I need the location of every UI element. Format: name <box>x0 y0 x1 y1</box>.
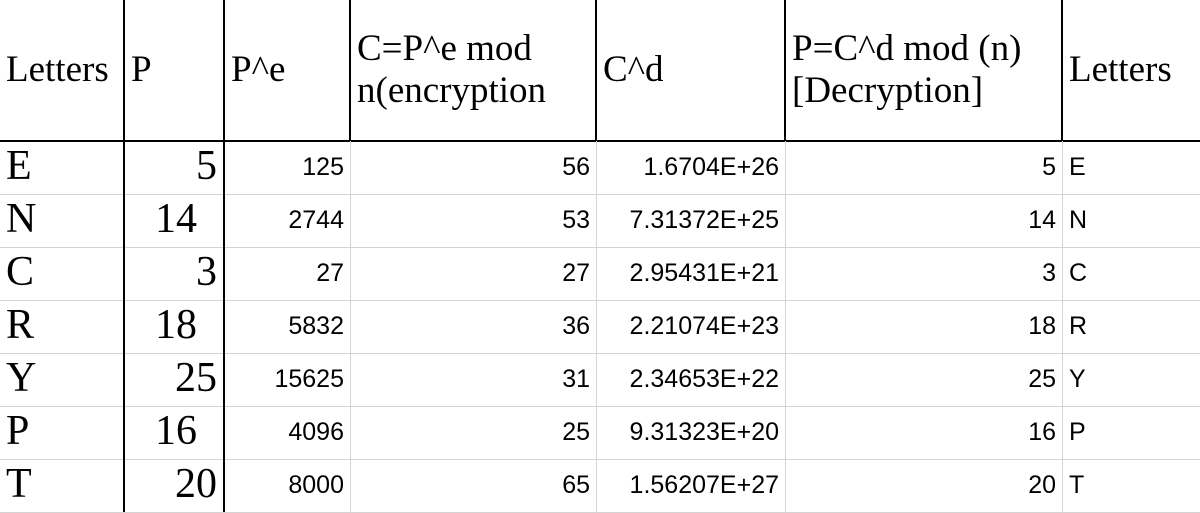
header-cell-decryption[interactable]: P=C^d mod (n)[Decryption] <box>786 0 1063 140</box>
cell-p[interactable]: 20 <box>125 459 225 512</box>
header-label: Letters <box>1069 49 1172 90</box>
header-label: C^d <box>603 49 664 90</box>
cell-letter[interactable]: R <box>0 300 125 353</box>
cell-letter[interactable]: Y <box>0 353 125 406</box>
header-label: P <box>131 49 152 90</box>
table-row: Y 25 15625 31 2.34653E+22 25 Y <box>0 353 1200 407</box>
header-cell-encryption[interactable]: C=P^e mod n(encryption <box>351 0 597 140</box>
cell-c[interactable]: 53 <box>351 194 597 247</box>
table-row: E 5 125 56 1.6704E+26 5 E <box>0 141 1200 195</box>
cell-p-e[interactable]: 8000 <box>225 459 351 512</box>
cell-letter-out[interactable]: Y <box>1069 365 1086 393</box>
header-label: P^e <box>231 49 286 90</box>
cell-letter[interactable]: P <box>0 406 125 459</box>
cell-letter-out[interactable]: T <box>1069 471 1085 499</box>
cell-c[interactable]: 25 <box>351 406 597 459</box>
table-row: N 14 2744 53 7.31372E+25 14 N <box>0 194 1200 248</box>
cell-letter[interactable]: C <box>0 247 125 300</box>
header-cell-letters[interactable]: Letters <box>0 0 125 140</box>
cell-p-e[interactable]: 27 <box>225 247 351 300</box>
cell-c[interactable]: 56 <box>351 141 597 194</box>
cell-c-d[interactable]: 1.6704E+26 <box>597 141 786 194</box>
cell-p[interactable]: 5 <box>125 141 225 194</box>
cell-p-e[interactable]: 125 <box>225 141 351 194</box>
table-row: P 16 4096 25 9.31323E+20 16 P <box>0 406 1200 460</box>
cell-c-d[interactable]: 2.21074E+23 <box>597 300 786 353</box>
cell-p-e[interactable]: 4096 <box>225 406 351 459</box>
table-row: C 3 27 27 2.95431E+21 3 C <box>0 247 1200 301</box>
cell-letter[interactable]: E <box>0 141 125 194</box>
cell-p[interactable]: 3 <box>125 247 225 300</box>
header-row: Letters P P^e C=P^e mod n(encryption C^d… <box>0 0 1200 142</box>
cell-c-d[interactable]: 2.95431E+21 <box>597 247 786 300</box>
cell-p-e[interactable]: 15625 <box>225 353 351 406</box>
cell-c[interactable]: 31 <box>351 353 597 406</box>
cell-c[interactable]: 65 <box>351 459 597 512</box>
cell-c-d[interactable]: 2.34653E+22 <box>597 353 786 406</box>
cell-p[interactable]: 16 <box>125 406 225 459</box>
cell-letter[interactable]: T <box>0 459 125 512</box>
cell-letter-out[interactable]: N <box>1069 206 1088 234</box>
cell-c-d[interactable]: 1.56207E+27 <box>597 459 786 512</box>
cell-decrypted[interactable]: 14 <box>786 194 1063 247</box>
cell-c[interactable]: 27 <box>351 247 597 300</box>
header-label: C=P^e mod n(encryption <box>357 28 547 111</box>
cell-decrypted[interactable]: 25 <box>786 353 1063 406</box>
header-cell-p[interactable]: P <box>125 0 225 140</box>
cell-decrypted[interactable]: 20 <box>786 459 1063 512</box>
cell-p[interactable]: 18 <box>125 300 225 353</box>
cell-letter-out[interactable]: P <box>1069 418 1086 446</box>
cell-decrypted[interactable]: 18 <box>786 300 1063 353</box>
cell-letter-out[interactable]: E <box>1069 153 1086 181</box>
cell-letter-out[interactable]: R <box>1069 312 1088 340</box>
cell-letter[interactable]: N <box>0 194 125 247</box>
header-label: Letters <box>6 49 109 90</box>
cell-p[interactable]: 14 <box>125 194 225 247</box>
cell-p-e[interactable]: 2744 <box>225 194 351 247</box>
cell-c[interactable]: 36 <box>351 300 597 353</box>
cell-c-d[interactable]: 7.31372E+25 <box>597 194 786 247</box>
cell-decrypted[interactable]: 16 <box>786 406 1063 459</box>
table-row: T 20 8000 65 1.56207E+27 20 T <box>0 459 1200 513</box>
header-cell-c-d[interactable]: C^d <box>597 0 786 140</box>
cell-c-d[interactable]: 9.31323E+20 <box>597 406 786 459</box>
cell-p[interactable]: 25 <box>125 353 225 406</box>
table-row: R 18 5832 36 2.21074E+23 18 R <box>0 300 1200 354</box>
header-label: P=C^d mod (n)[Decryption] <box>792 28 1022 111</box>
header-cell-p-e[interactable]: P^e <box>225 0 351 140</box>
cell-p-e[interactable]: 5832 <box>225 300 351 353</box>
cell-decrypted[interactable]: 3 <box>786 247 1063 300</box>
cell-letter-out[interactable]: C <box>1069 259 1088 287</box>
cell-decrypted[interactable]: 5 <box>786 141 1063 194</box>
header-cell-letters-out[interactable]: Letters <box>1063 0 1200 140</box>
